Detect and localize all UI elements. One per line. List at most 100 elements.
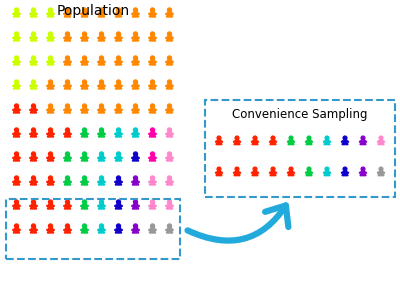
Polygon shape bbox=[100, 11, 103, 12]
Polygon shape bbox=[30, 204, 32, 206]
Polygon shape bbox=[378, 171, 384, 176]
Polygon shape bbox=[168, 227, 171, 228]
Polygon shape bbox=[12, 37, 16, 38]
Polygon shape bbox=[68, 12, 72, 14]
Polygon shape bbox=[83, 179, 86, 180]
Polygon shape bbox=[120, 157, 122, 158]
Polygon shape bbox=[360, 140, 366, 145]
Circle shape bbox=[134, 224, 138, 228]
Polygon shape bbox=[18, 37, 20, 38]
Circle shape bbox=[82, 176, 86, 180]
Polygon shape bbox=[66, 59, 69, 60]
Polygon shape bbox=[98, 108, 105, 113]
Circle shape bbox=[253, 136, 257, 140]
Circle shape bbox=[116, 104, 120, 108]
Circle shape bbox=[32, 104, 36, 108]
Polygon shape bbox=[18, 84, 20, 86]
Circle shape bbox=[168, 8, 172, 12]
Polygon shape bbox=[86, 84, 88, 86]
Polygon shape bbox=[18, 12, 20, 14]
Polygon shape bbox=[292, 171, 295, 173]
Polygon shape bbox=[12, 12, 16, 14]
Polygon shape bbox=[98, 12, 100, 14]
Polygon shape bbox=[30, 84, 37, 89]
Polygon shape bbox=[12, 181, 16, 182]
Polygon shape bbox=[134, 131, 137, 132]
Polygon shape bbox=[80, 204, 84, 206]
Circle shape bbox=[66, 32, 70, 36]
Polygon shape bbox=[218, 139, 220, 140]
Circle shape bbox=[217, 167, 221, 171]
Polygon shape bbox=[114, 204, 118, 206]
Polygon shape bbox=[52, 181, 54, 182]
Polygon shape bbox=[324, 171, 330, 176]
Polygon shape bbox=[236, 170, 238, 171]
Polygon shape bbox=[117, 59, 120, 60]
Polygon shape bbox=[132, 181, 134, 182]
Polygon shape bbox=[64, 228, 71, 233]
Polygon shape bbox=[98, 204, 105, 209]
Polygon shape bbox=[46, 132, 50, 134]
Polygon shape bbox=[117, 155, 120, 156]
Circle shape bbox=[100, 56, 104, 60]
Polygon shape bbox=[154, 109, 156, 110]
Polygon shape bbox=[120, 132, 122, 134]
Circle shape bbox=[325, 167, 329, 171]
Polygon shape bbox=[46, 84, 50, 86]
Polygon shape bbox=[362, 139, 364, 140]
Polygon shape bbox=[81, 228, 88, 233]
Circle shape bbox=[66, 152, 70, 156]
Polygon shape bbox=[68, 109, 72, 110]
Polygon shape bbox=[115, 156, 122, 161]
Polygon shape bbox=[81, 84, 88, 89]
Polygon shape bbox=[30, 156, 37, 161]
Circle shape bbox=[14, 176, 18, 180]
Polygon shape bbox=[136, 60, 140, 62]
Polygon shape bbox=[136, 84, 140, 86]
Polygon shape bbox=[98, 181, 100, 182]
Polygon shape bbox=[13, 36, 20, 41]
Circle shape bbox=[253, 167, 257, 171]
Polygon shape bbox=[166, 132, 173, 137]
Polygon shape bbox=[132, 157, 134, 158]
Polygon shape bbox=[102, 84, 106, 86]
Polygon shape bbox=[132, 84, 139, 89]
Polygon shape bbox=[168, 35, 171, 36]
Circle shape bbox=[289, 136, 293, 140]
Polygon shape bbox=[32, 227, 35, 228]
Polygon shape bbox=[68, 204, 72, 206]
Polygon shape bbox=[215, 140, 218, 142]
Polygon shape bbox=[323, 140, 326, 142]
Polygon shape bbox=[378, 140, 384, 145]
Polygon shape bbox=[64, 157, 66, 158]
Polygon shape bbox=[68, 37, 72, 38]
Circle shape bbox=[14, 224, 18, 228]
Polygon shape bbox=[344, 139, 346, 140]
Polygon shape bbox=[13, 60, 20, 65]
Polygon shape bbox=[149, 180, 156, 185]
Polygon shape bbox=[344, 170, 346, 171]
Polygon shape bbox=[66, 107, 69, 108]
Polygon shape bbox=[12, 60, 16, 62]
Polygon shape bbox=[15, 203, 18, 204]
Polygon shape bbox=[13, 228, 20, 233]
Polygon shape bbox=[15, 35, 18, 36]
Polygon shape bbox=[168, 203, 171, 204]
Polygon shape bbox=[34, 12, 38, 14]
Polygon shape bbox=[154, 157, 156, 158]
Polygon shape bbox=[30, 228, 37, 233]
Polygon shape bbox=[117, 227, 120, 228]
Polygon shape bbox=[34, 109, 38, 110]
Circle shape bbox=[134, 32, 138, 36]
Polygon shape bbox=[114, 109, 118, 110]
Circle shape bbox=[150, 152, 154, 156]
Polygon shape bbox=[80, 229, 84, 230]
Polygon shape bbox=[98, 36, 105, 41]
Polygon shape bbox=[166, 181, 168, 182]
Polygon shape bbox=[292, 140, 295, 142]
Circle shape bbox=[307, 167, 311, 171]
Polygon shape bbox=[68, 60, 72, 62]
Polygon shape bbox=[170, 109, 174, 110]
Polygon shape bbox=[148, 181, 152, 182]
Polygon shape bbox=[66, 35, 69, 36]
